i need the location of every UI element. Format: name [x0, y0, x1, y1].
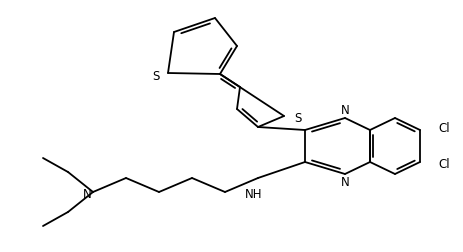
Text: N: N — [340, 175, 349, 188]
Text: S: S — [294, 112, 301, 125]
Text: NH: NH — [245, 188, 262, 201]
Text: S: S — [152, 70, 159, 82]
Text: N: N — [82, 187, 91, 201]
Text: Cl: Cl — [437, 158, 449, 171]
Text: Cl: Cl — [437, 121, 449, 135]
Text: N: N — [340, 104, 349, 116]
